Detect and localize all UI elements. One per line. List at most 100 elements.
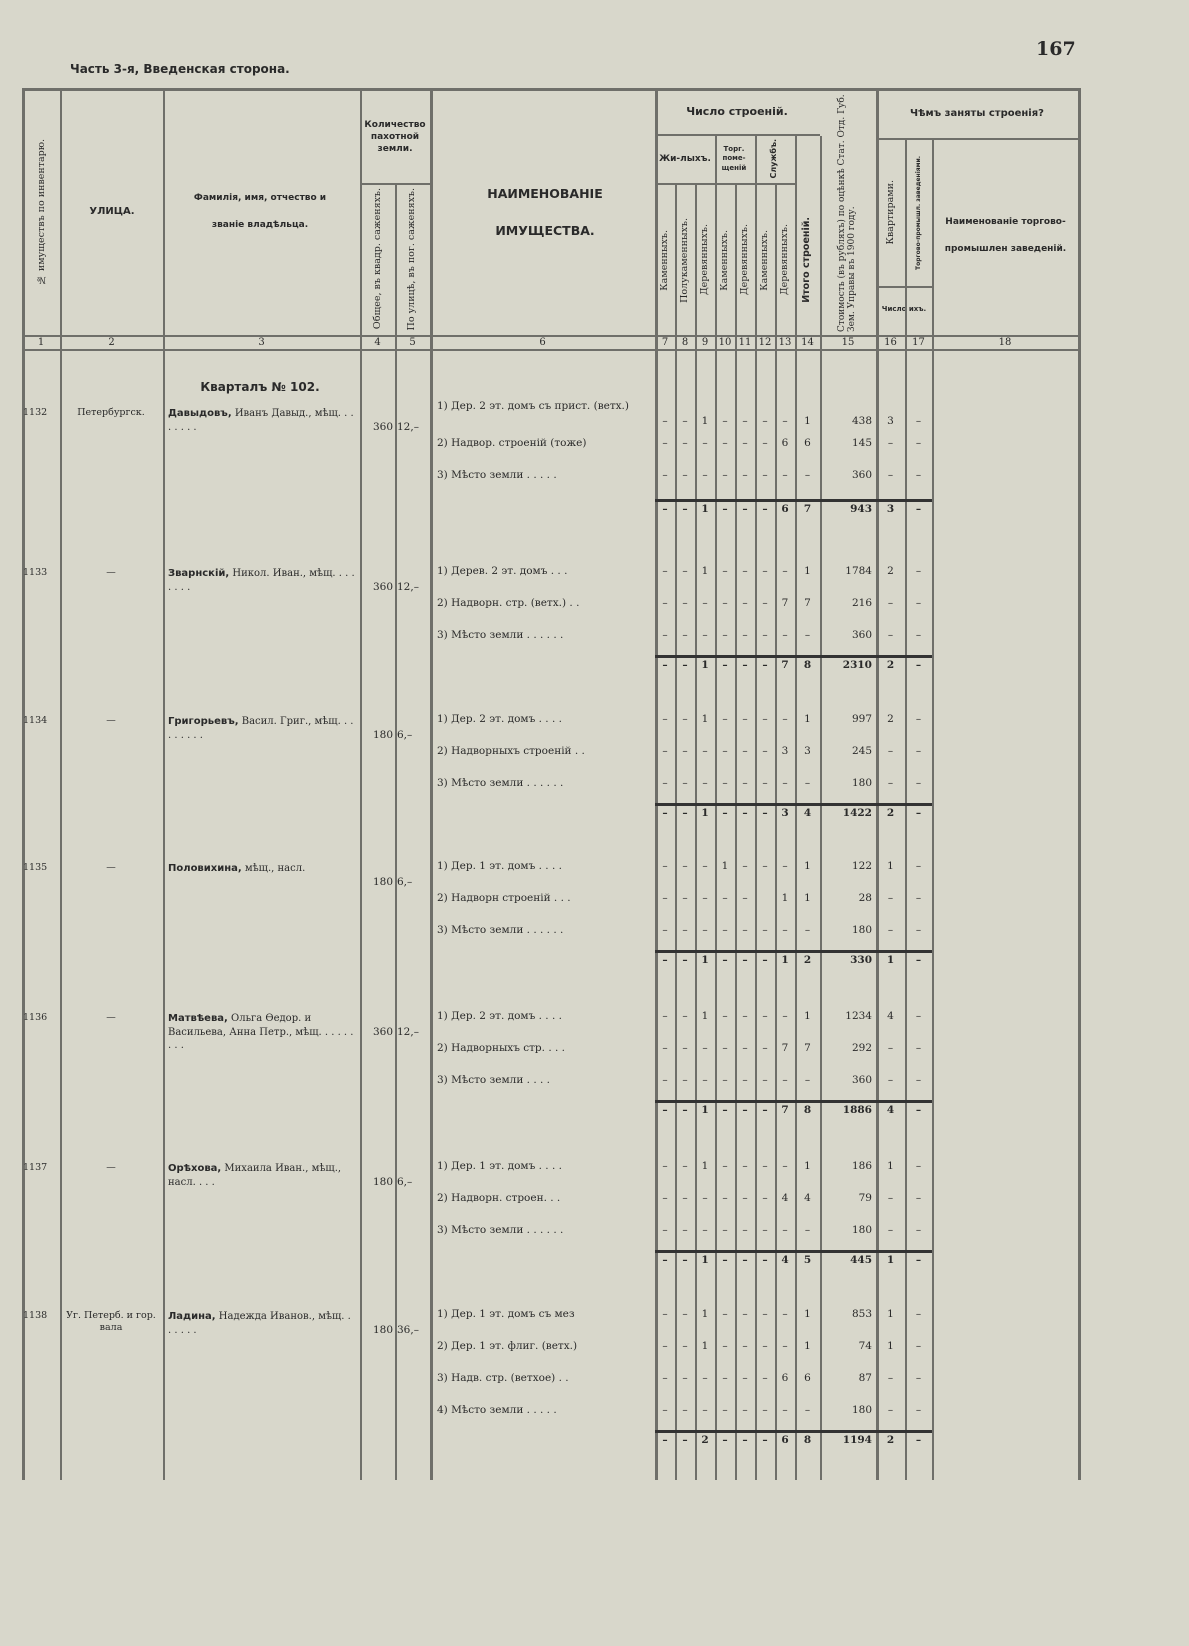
column-number: 2: [108, 337, 115, 348]
total-col-16: 3: [886, 503, 895, 515]
total-col-12: –: [762, 503, 768, 515]
total-col-10: –: [722, 1254, 728, 1266]
total-col-7: –: [662, 1254, 668, 1266]
column-rule: [675, 185, 677, 1480]
quarter-heading: Кварталъ № 102.: [200, 380, 320, 394]
total-col-11: –: [742, 503, 748, 515]
value-col-14: –: [804, 1404, 811, 1416]
value-col-12: –: [762, 777, 768, 789]
total-col-10: –: [722, 503, 728, 515]
value-col-16: –: [887, 1192, 894, 1204]
column-number: 6: [539, 337, 546, 348]
value-col-13: –: [782, 1224, 788, 1236]
header-col-12-label: Каменныхъ.: [758, 229, 770, 291]
value-col-9: –: [702, 1372, 708, 1384]
inventory-number: 1137: [23, 1162, 48, 1173]
value-col-7: –: [662, 597, 668, 609]
total-col-14: 8: [803, 1434, 812, 1446]
value-col-14: 1: [804, 565, 811, 577]
column-number: 14: [801, 337, 814, 348]
land-area: 180: [372, 729, 393, 741]
value-col-8: –: [682, 1010, 688, 1022]
header-col-11-label: Деревянныхъ.: [738, 224, 750, 296]
value-col-12: –: [762, 1308, 768, 1320]
value-col-11: –: [742, 469, 748, 481]
value-col-9: 1: [701, 1160, 709, 1172]
value-col-12: –: [762, 713, 768, 725]
total-col-7: –: [662, 503, 668, 515]
value-col-13: –: [782, 1340, 788, 1352]
property-line: 1) Дер. 2 эт. домъ съ прист. (ветх.): [437, 400, 629, 412]
column-rule: [755, 136, 757, 1480]
value-col-17: –: [915, 1340, 922, 1352]
inventory-number: 1135: [23, 862, 48, 873]
column-rule: [795, 136, 797, 1480]
column-rule: [775, 185, 777, 1480]
value-col-9: 1: [701, 713, 709, 725]
column-rule: [695, 185, 697, 1480]
value-col-15: 145: [851, 437, 872, 449]
value-col-17: –: [915, 1042, 922, 1054]
total-col-15: 943: [850, 503, 872, 515]
value-col-14: 1: [804, 892, 811, 904]
total-col-11: –: [742, 1434, 748, 1446]
value-col-13: 7: [781, 1042, 789, 1054]
value-col-15: 997: [851, 713, 872, 725]
property-line: 3) Мѣсто земли . . . . . .: [437, 1224, 564, 1236]
property-line: 3) Мѣсто земли . . . . . .: [437, 777, 564, 789]
value-col-16: –: [887, 1372, 894, 1384]
value-col-12: –: [762, 860, 768, 872]
value-col-9: –: [702, 860, 708, 872]
value-col-9: 1: [701, 565, 709, 577]
buildings-sub-rule: [655, 134, 820, 136]
value-col-16: –: [887, 1042, 894, 1054]
total-col-10: –: [722, 807, 728, 819]
inventory-number: 1133: [23, 567, 48, 578]
total-rule: [655, 655, 932, 658]
value-col-14: –: [804, 1074, 811, 1086]
total-col-14: 8: [803, 659, 812, 671]
value-col-14: –: [804, 924, 811, 936]
value-col-16: –: [887, 629, 894, 641]
header-col-7-label: Каменныхъ.: [658, 229, 670, 291]
value-col-9: –: [702, 1404, 708, 1416]
value-col-9: –: [702, 469, 708, 481]
land-frontage: 12,–: [397, 581, 419, 593]
header-occupied-group: Чѣмъ заняты строенія?: [910, 108, 1044, 120]
value-col-17: –: [915, 1010, 922, 1022]
header-col-14-label: Итого строеній.: [801, 217, 813, 303]
value-col-13: 4: [781, 1192, 789, 1204]
value-col-17: –: [915, 565, 922, 577]
owner-name: Давыдовъ, Иванъ Давыд., мѣщ. . . . . . .…: [168, 407, 356, 434]
value-col-13: –: [782, 629, 788, 641]
total-col-16: 2: [886, 807, 895, 819]
total-rule: [655, 1430, 932, 1433]
value-col-10: 1: [721, 860, 729, 872]
value-col-8: –: [682, 469, 688, 481]
land-area: 360: [372, 421, 393, 433]
value-col-14: 1: [804, 1160, 811, 1172]
header-col-14: Итого строеній.: [795, 187, 820, 333]
value-col-11: –: [742, 415, 748, 427]
value-col-9: –: [702, 924, 708, 936]
total-col-8: –: [682, 954, 688, 966]
property-line: 1) Дер. 1 эт. домъ . . . .: [437, 860, 562, 872]
value-col-12: –: [762, 1372, 768, 1384]
value-col-10: –: [722, 469, 728, 481]
value-col-17: –: [915, 892, 922, 904]
land-frontage: 6,–: [397, 876, 413, 888]
value-col-15: 180: [851, 777, 872, 789]
total-col-16: 4: [886, 1104, 895, 1116]
value-col-7: –: [662, 745, 668, 757]
owner-details: Михаила Иван., мѣщ., насл. . . .: [168, 1163, 342, 1188]
value-col-17: –: [915, 860, 922, 872]
value-col-10: –: [722, 1192, 728, 1204]
street: —: [106, 862, 116, 873]
column-number-rule: [22, 349, 1080, 351]
total-col-17: –: [915, 1434, 922, 1446]
owner-surname: Орѣхова,: [168, 1163, 222, 1174]
value-col-14: 4: [804, 1192, 811, 1204]
value-col-13: –: [782, 1160, 788, 1172]
property-line: 1) Дер. 1 эт. домъ . . . .: [437, 1160, 562, 1172]
total-col-14: 5: [803, 1254, 812, 1266]
